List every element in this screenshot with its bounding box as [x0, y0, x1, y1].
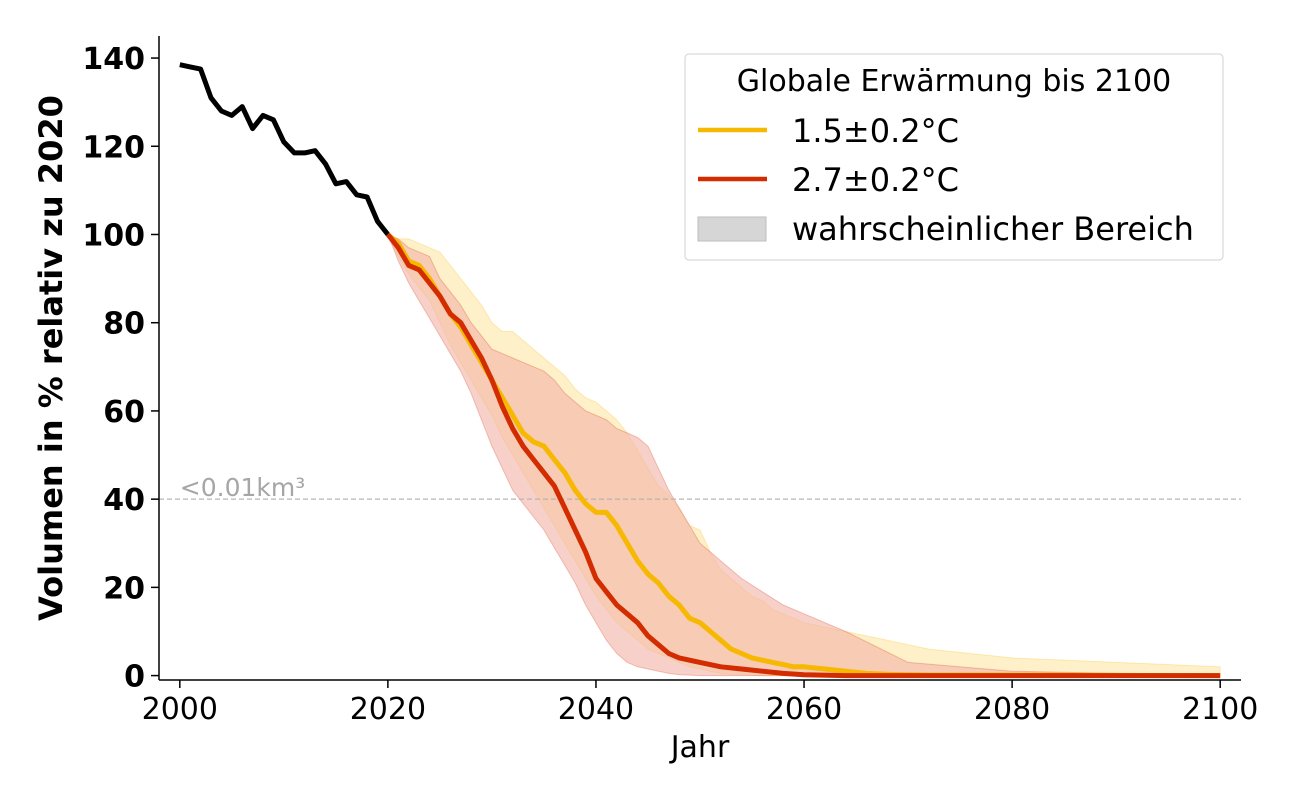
x-tick-label: 2040 — [558, 692, 634, 727]
legend-frame — [684, 53, 1224, 261]
x-tick-label: 2020 — [350, 692, 426, 727]
y-ticks: 0 20 40 60 80 100 120 140 — [82, 42, 159, 695]
y-tick-label: 20 — [103, 571, 145, 606]
y-tick-label: 40 — [103, 483, 145, 518]
legend: Globale Erwärmung bis 2100 1.5±0.2°C 2.7… — [684, 53, 1224, 261]
band-2702 — [387, 233, 1221, 677]
series-lines — [179, 62, 1221, 679]
x-tick-label: 2080 — [974, 692, 1050, 727]
y-tick-label: 60 — [103, 395, 145, 430]
legend-entry-2-7: 2.7±0.2°C — [792, 161, 959, 199]
legend-swatch-range — [697, 216, 767, 242]
x-tick-label: 2060 — [766, 692, 842, 727]
y-axis-label: Volumen in % relativ zu 2020 — [32, 95, 70, 621]
y-tick-label: 0 — [124, 660, 145, 695]
reference-annotation: <0.01km³ — [180, 473, 305, 502]
series-line-2702 — [385, 232, 1221, 679]
legend-title: Globale Erwärmung bis 2100 — [737, 64, 1171, 99]
y-tick-label: 100 — [82, 218, 145, 253]
x-ticks: 2000 2020 2040 2060 2080 2100 — [142, 680, 1258, 727]
legend-entry-1-5: 1.5±0.2°C — [792, 112, 959, 150]
x-axis-label: Jahr — [669, 730, 730, 765]
y-tick-label: 140 — [82, 42, 145, 77]
y-tick-label: 120 — [82, 130, 145, 165]
confidence-bands — [386, 233, 1221, 677]
y-tick-label: 80 — [103, 307, 145, 342]
series-line-historical — [179, 62, 390, 237]
x-tick-label: 2000 — [142, 692, 218, 727]
x-tick-label: 2100 — [1182, 692, 1258, 727]
legend-entry-range: wahrscheinlicher Bereich — [792, 210, 1194, 248]
